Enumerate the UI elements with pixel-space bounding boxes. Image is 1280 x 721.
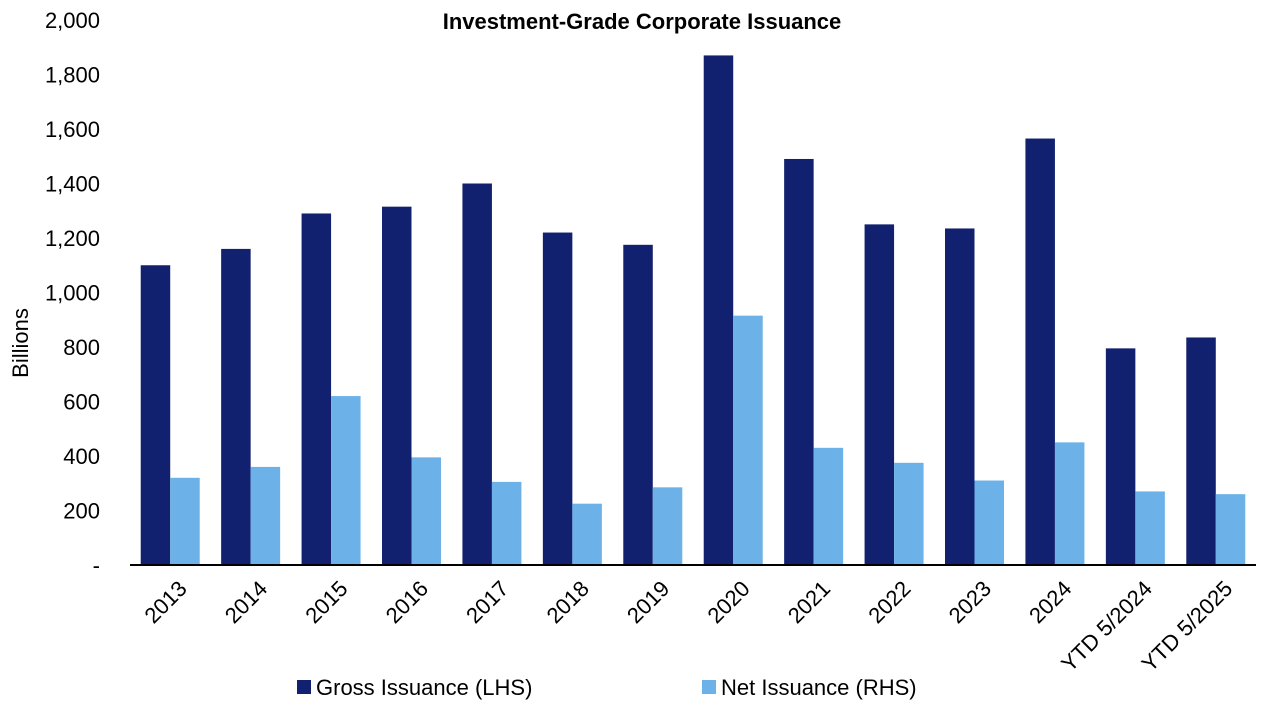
bar-net-issuance — [491, 481, 522, 565]
bar-gross-issuance — [382, 206, 412, 565]
x-tick-label: 2013 — [139, 576, 191, 628]
x-tick-label: 2019 — [622, 576, 674, 628]
legend-label: Net Issuance (RHS) — [721, 675, 917, 700]
bar-net-issuance — [1054, 442, 1085, 565]
x-tick-label: 2023 — [944, 576, 996, 628]
legend: Gross Issuance (LHS) Net Issuance (RHS) — [297, 675, 917, 700]
legend-swatch — [297, 680, 311, 694]
y-tick-label: 1,000 — [45, 281, 100, 306]
y-tick-label: 1,800 — [45, 63, 100, 88]
y-tick-label: 800 — [63, 335, 100, 360]
x-tick-label: 2022 — [863, 576, 915, 628]
bar-net-issuance — [331, 396, 361, 565]
bar-gross-issuance — [462, 183, 492, 565]
x-axis-ticks: 2013 2014 2015 2016 2017 2018 2019 2020 2021 2022… — [139, 576, 1237, 677]
chart-title: Investment-Grade Corporate Issuance — [443, 9, 842, 34]
bar-net-issuance — [974, 480, 1004, 565]
bar-net-issuance — [813, 447, 844, 565]
y-axis-label: Billions — [8, 308, 33, 378]
bar-net-issuance — [894, 462, 924, 565]
bar-gross-issuance — [945, 228, 975, 565]
bar-gross-issuance — [301, 213, 332, 565]
bar-net-issuance — [1215, 494, 1246, 565]
bar-net-issuance — [652, 487, 683, 565]
x-tick-label: 2018 — [542, 576, 594, 628]
y-tick-label: - — [93, 553, 100, 578]
bar-gross-issuance — [1025, 138, 1055, 565]
bar-net-issuance — [411, 457, 441, 565]
y-tick-label: 1,600 — [45, 117, 100, 142]
x-tick-label: 2014 — [220, 576, 272, 628]
y-tick-label: 200 — [63, 499, 100, 524]
bar-gross-issuance — [140, 265, 171, 565]
bar-gross-issuance — [1105, 348, 1136, 565]
y-tick-label: 1,400 — [45, 172, 100, 197]
y-tick-label: 2,000 — [45, 8, 100, 33]
y-axis-ticks: - 200 400 600 800 1,000 1,200 1,400 1,600 1,800 2,… — [45, 8, 100, 578]
bar-gross-issuance — [1186, 337, 1216, 565]
y-tick-label: 600 — [63, 390, 100, 415]
bar-gross-issuance — [623, 244, 653, 565]
bars — [140, 55, 1246, 566]
y-tick-label: 400 — [63, 444, 100, 469]
bar-net-issuance — [572, 503, 602, 565]
bar-net-issuance — [170, 477, 200, 565]
x-tick-label: 2017 — [461, 576, 513, 628]
bar-gross-issuance — [864, 224, 895, 565]
bar-net-issuance — [733, 315, 763, 565]
y-tick-label: 1,200 — [45, 226, 100, 251]
x-tick-label: 2016 — [381, 576, 433, 628]
x-tick-label: 2021 — [783, 576, 835, 628]
x-tick-label: 2024 — [1024, 576, 1076, 628]
bar-net-issuance — [250, 466, 281, 565]
x-tick-label: 2015 — [300, 576, 352, 628]
bar-gross-issuance — [703, 55, 734, 566]
legend-swatch — [702, 680, 716, 694]
x-tick-label: 2020 — [702, 576, 754, 628]
bar-net-issuance — [1135, 491, 1165, 565]
bar-gross-issuance — [784, 158, 814, 565]
bar-gross-issuance — [221, 248, 251, 565]
legend-label: Gross Issuance (LHS) — [316, 675, 532, 700]
bar-gross-issuance — [542, 232, 573, 566]
